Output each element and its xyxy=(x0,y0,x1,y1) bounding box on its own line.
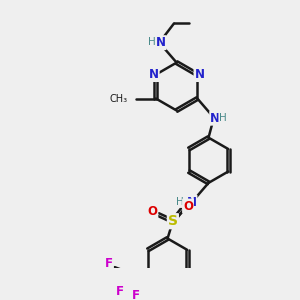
Text: F: F xyxy=(105,257,113,270)
Text: O: O xyxy=(183,200,193,212)
Text: F: F xyxy=(132,290,140,300)
Text: H: H xyxy=(219,113,227,123)
Text: N: N xyxy=(149,68,159,81)
Text: H: H xyxy=(148,37,156,47)
Text: H: H xyxy=(176,197,184,207)
Text: N: N xyxy=(156,36,166,49)
Text: O: O xyxy=(147,205,158,218)
Text: N: N xyxy=(187,196,196,208)
Text: S: S xyxy=(168,214,178,228)
Text: N: N xyxy=(194,68,205,81)
Text: F: F xyxy=(116,285,124,298)
Text: CH₃: CH₃ xyxy=(110,94,128,103)
Text: N: N xyxy=(210,112,220,125)
